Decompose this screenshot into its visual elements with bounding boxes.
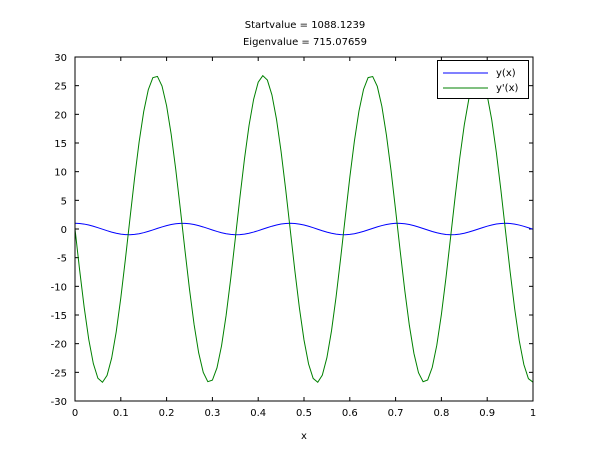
y-tick-label: 30 <box>54 53 67 64</box>
x-tick-label: 0.1 <box>113 408 129 419</box>
plot-lines <box>74 74 534 384</box>
y-tick-label: -20 <box>51 340 67 351</box>
legend-label-yprime: y'(x) <box>496 83 518 94</box>
y-tick-label: -30 <box>51 397 67 408</box>
y-tick-label: 20 <box>54 110 67 121</box>
series-line-0 <box>74 222 534 236</box>
y-tick-label: -15 <box>51 311 67 322</box>
x-tick-label: 0.3 <box>204 408 220 419</box>
y-tick-label: 15 <box>54 139 67 150</box>
series-line-1 <box>74 74 534 384</box>
x-tick-label: 1 <box>530 408 536 419</box>
x-tick-label: 0 <box>72 408 78 419</box>
x-tick-label: 0.2 <box>159 408 175 419</box>
x-tick-label: 0.5 <box>296 408 312 419</box>
x-axis-label: x <box>301 431 307 442</box>
axis-ticks: 0 0.1 0.2 0.3 0.4 0.5 0.6 0.7 0.8 0.9 1 30 25 20 15 10 5… <box>51 53 537 419</box>
x-tick-label: 0.8 <box>433 408 449 419</box>
y-tick-label: -5 <box>57 254 67 265</box>
y-tick-label: 25 <box>54 82 67 93</box>
chart-title-line-1: Startvalue = 1088.1239 <box>245 20 366 31</box>
legend: y(x) y'(x) <box>437 60 529 99</box>
legend-box <box>437 60 529 99</box>
chart-title-line-2: Eigenvalue = 715.07659 <box>243 37 367 48</box>
x-tick-label: 0.9 <box>479 408 495 419</box>
plot-frame <box>74 56 534 402</box>
legend-label-y: y(x) <box>496 68 516 79</box>
x-tick-label: 0.7 <box>388 408 404 419</box>
y-tick-label: -10 <box>51 282 67 293</box>
x-tick-label: 0.4 <box>250 408 266 419</box>
y-tick-label: 0 <box>61 225 67 236</box>
y-tick-label: 5 <box>61 196 67 207</box>
x-tick-label: 0.6 <box>342 408 358 419</box>
y-tick-label: -25 <box>51 368 67 379</box>
y-tick-label: 10 <box>54 168 67 179</box>
